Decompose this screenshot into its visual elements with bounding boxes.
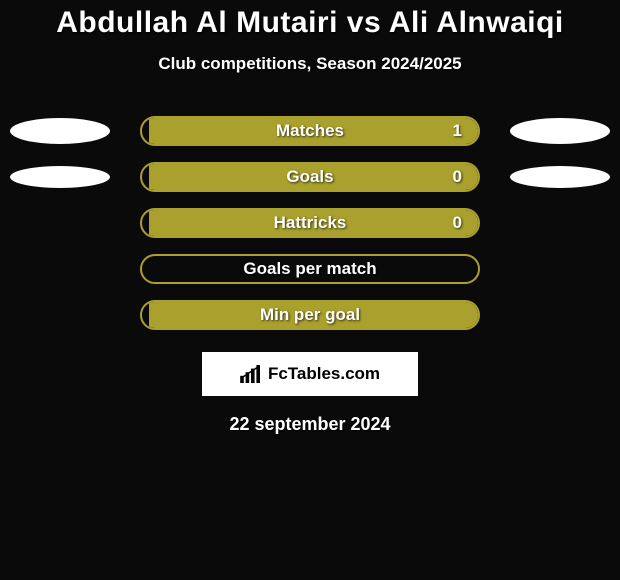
left-ellipse — [10, 166, 110, 188]
right-ellipse — [510, 118, 610, 144]
right-ellipse — [510, 166, 610, 188]
stat-row: Hattricks0 — [0, 208, 620, 238]
stat-rows: Matches1 Goals0 Hattricks0 Goals per match M… — [0, 116, 620, 330]
stat-row: Matches1 — [0, 116, 620, 146]
page-subtitle: Club competitions, Season 2024/2025 — [0, 54, 620, 74]
logo-box: FcTables.com — [202, 352, 418, 396]
stat-label: Goals per match — [142, 259, 478, 279]
stat-bar: Hattricks0 — [140, 208, 480, 238]
logo: FcTables.com — [240, 364, 380, 384]
comparison-infographic: Abdullah Al Mutairi vs Ali Alnwaiqi Club… — [0, 0, 620, 580]
bar-chart-icon — [240, 365, 262, 383]
stat-bar-fill — [149, 118, 478, 144]
page-title: Abdullah Al Mutairi vs Ali Alnwaiqi — [0, 6, 620, 40]
logo-text: FcTables.com — [268, 364, 380, 384]
date-label: 22 september 2024 — [0, 414, 620, 435]
stat-row: Goals0 — [0, 162, 620, 192]
stat-row: Min per goal — [0, 300, 620, 330]
stat-bar-fill — [149, 302, 478, 328]
stat-bar: Matches1 — [140, 116, 480, 146]
stat-bar: Goals0 — [140, 162, 480, 192]
stat-bar-fill — [149, 210, 478, 236]
stat-row: Goals per match — [0, 254, 620, 284]
left-ellipse — [10, 118, 110, 144]
stat-bar: Min per goal — [140, 300, 480, 330]
stat-bar: Goals per match — [140, 254, 480, 284]
stat-bar-fill — [149, 164, 478, 190]
